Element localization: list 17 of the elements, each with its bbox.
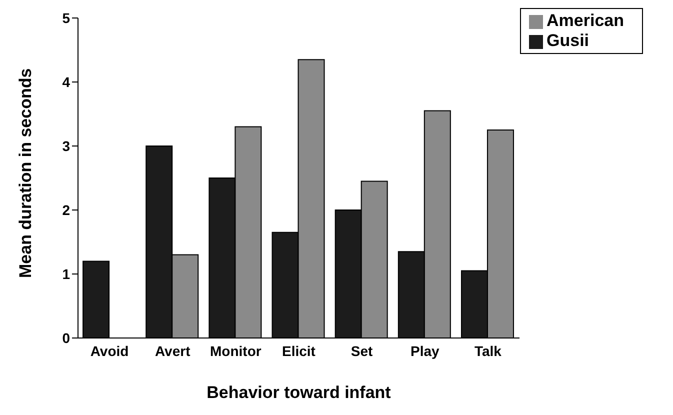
y-tick-label: 3 xyxy=(62,138,70,154)
legend-label: Gusii xyxy=(546,31,590,50)
y-tick-label: 1 xyxy=(62,266,70,282)
x-tick-label: Avoid xyxy=(90,342,129,359)
x-tick-label: Talk xyxy=(474,342,502,359)
x-tick-label: Elicit xyxy=(282,342,316,359)
y-axis-title: Mean duration in seconds xyxy=(16,68,36,278)
legend-label: American xyxy=(546,11,624,30)
y-tick-label: 2 xyxy=(62,202,70,218)
x-tick-label: Avert xyxy=(154,342,191,359)
x-axis-title: Behavior toward infant xyxy=(206,383,392,402)
y-tick-label: 4 xyxy=(62,74,70,90)
y-tick-label: 0 xyxy=(62,330,70,346)
x-tick-label: Play xyxy=(410,342,440,359)
x-tick-label: Monitor xyxy=(210,342,262,359)
y-tick-label: 5 xyxy=(62,10,70,26)
x-tick-label: Set xyxy=(350,342,374,359)
